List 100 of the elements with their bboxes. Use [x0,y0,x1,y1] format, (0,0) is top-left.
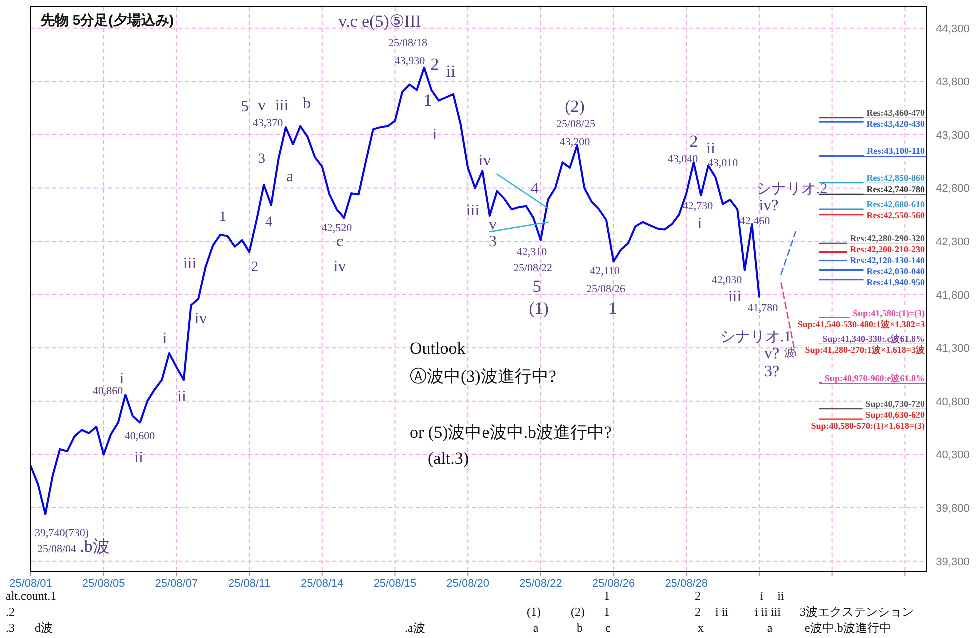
annotation: 25/08/18 [388,38,428,50]
annotation: or (5)波中e波中.b波進行中? [410,422,612,442]
annotation: 1 [608,298,618,318]
x-tick-label: 25/08/11 [228,578,271,590]
annotation: i [432,126,438,144]
ref-line-label: Res:42,600-610 [866,200,926,210]
text: .a波 [405,620,426,635]
annotation: iii [466,202,480,220]
y-tick-label: 42,800 [936,183,970,196]
text: (2) [571,604,585,619]
ref-line-label: Res:42,120-130-140 [850,256,926,266]
annotation: iv [334,258,346,276]
annotation: c [336,234,344,251]
annotation: 42,110 [590,266,620,278]
annotation: 3 [489,234,497,251]
text: i [760,588,764,603]
text: .3 [6,620,15,635]
x-tick-label: 25/08/22 [520,578,562,590]
annotation: ii [178,388,187,406]
x-tick-label: 25/08/20 [446,578,490,590]
y-tick-label: 39,300 [936,556,970,568]
annotation: (2) [565,96,585,116]
annotation: v [258,98,266,115]
annotation: 25/08/25 [556,118,596,131]
annotation: 2 [690,132,698,151]
annotation: 波 [784,346,796,360]
text: 2 [695,588,701,603]
annotation: 3? [764,364,780,381]
text: i ii iii [754,604,782,619]
ref-line-label: Sup:40,730-720 [866,398,926,409]
annotation: b [303,96,311,113]
text: 3波エクステンション [800,604,914,619]
x-tick-label: 25/08/01 [10,578,52,590]
text: a [767,620,774,635]
text: 1 [604,588,610,603]
ref-line-label: Res:43,100-110 [867,146,926,156]
ref-line-label: Res:42,030-040 [866,266,926,277]
annotation: iii [728,288,742,306]
y-tick-label: 42,300 [936,236,970,249]
annotation: i [120,370,125,388]
y-tick-label: 44,300 [936,23,970,36]
annotation: a [286,168,294,186]
chart-title: 先物 5分足(夕場込み) [40,12,174,28]
ref-line-label: Res:42,200-210-230 [850,244,926,255]
y-tick-label: 41,800 [936,290,970,302]
annotation: 5 [241,98,249,116]
annotation: シナリオ.2 [756,181,828,198]
y-tick-label: 43,300 [936,130,970,142]
text: e波中.b波進行中 [805,620,892,635]
ref-line-label: Sup:41,580:(1)=(3) [853,308,925,318]
annotation: 42,030 [712,274,743,287]
annotation: v? [764,346,780,363]
ref-line-label: Res:43,460-470 [866,108,926,118]
y-tick-label: 41,300 [936,343,970,356]
annotation: 42,520 [322,222,353,235]
ref-line-label: Sup:41,540-530-480:1波×1.382=3 [798,319,926,330]
annotation: iv [194,310,208,328]
annotation: 25/08/22 [513,262,553,275]
annotation: iv? [759,198,779,215]
text: x [698,620,704,635]
annotation: iv [478,152,492,170]
annotation: 25/08/26 [586,284,626,296]
text: a [533,620,540,635]
annotation: シナリオ.1 [720,329,792,346]
annotation: 40,600 [124,430,156,443]
annotation: (alt.3) [428,448,470,468]
annotation: 4 [266,215,272,230]
ref-line-label: Res:42,850-860 [866,172,926,183]
annotation: iii [275,98,290,115]
ref-line-label: Sup:40,580-570:(1)×1.618=(3) [811,420,925,431]
text: b [577,620,583,635]
y-tick-label: 43,800 [936,76,970,89]
annotation: Ⓐ波中(3)波進行中? [410,366,556,386]
annotation: iii [183,256,198,273]
text: ii [778,588,785,603]
annotation: 1 [220,210,226,226]
ref-line-label: Res:42,740-780 [866,184,926,195]
text: (1) [527,604,541,619]
annotation: 43,370 [252,118,284,130]
text: d波 [35,620,53,635]
annotation: 5 [532,276,542,296]
annotation: 43,930 [394,56,426,68]
annotation: 42,310 [516,246,548,259]
annotation: ii [134,450,144,467]
annotation: (1) [529,298,549,318]
x-tick-label: 25/08/28 [665,578,708,590]
ref-line-label: Sup:40,970-960:e波61.8% [824,373,925,384]
ref-line-label: Res:43,420-430 [866,118,926,129]
annotation: 41,780 [748,302,779,315]
annotation: ii [706,140,716,158]
annotation: 43,040 [668,154,699,166]
annotation: 4 [531,180,539,198]
x-tick-label: 25/08/26 [592,578,636,590]
annotation: 25/08/04 [37,544,78,556]
text: .2 [6,604,15,619]
annotation: 40,860 [92,386,124,398]
annotation: 43,010 [708,158,739,170]
ref-line-label: Res:42,280-290-320 [850,234,926,244]
y-tick-label: 40,800 [936,396,970,408]
annotation: 2 [430,54,440,74]
